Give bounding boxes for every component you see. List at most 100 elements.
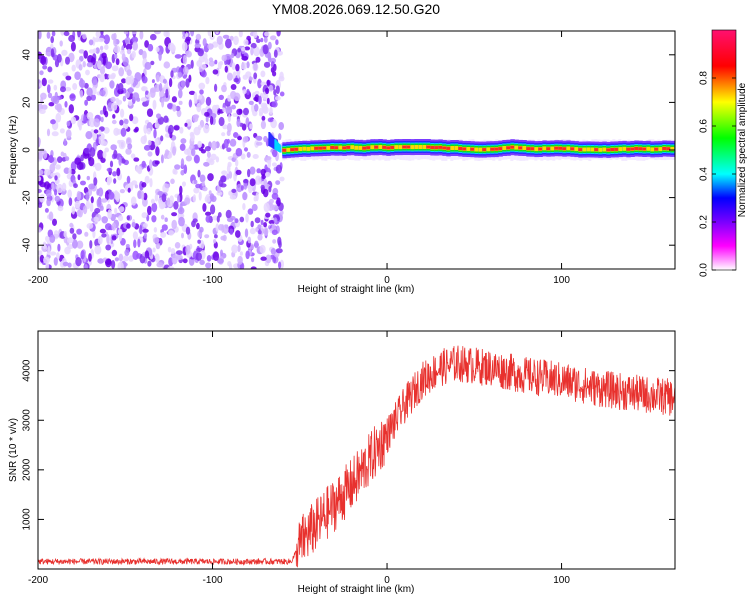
noise-cell <box>100 198 108 203</box>
noise-cell <box>38 151 44 160</box>
noise-cell <box>276 31 281 37</box>
noise-cell <box>56 103 62 113</box>
noise-cell <box>118 82 124 92</box>
snr-x-ticks: -200 -100 0 100 <box>28 331 570 586</box>
signal-peak-cell <box>558 146 563 150</box>
noise-cell <box>99 205 104 211</box>
noise-cell <box>195 252 202 261</box>
noise-cell <box>59 128 65 134</box>
signal-peak-cell <box>402 145 407 149</box>
snr-y-tick-label: 1000 <box>22 508 33 531</box>
noise-cell <box>205 215 212 223</box>
noise-cell <box>175 105 181 112</box>
snr-x-tick-label: -100 <box>203 575 223 586</box>
signal-band-cell <box>450 146 455 150</box>
signal-band-cell <box>650 147 655 152</box>
signal-peak-cell <box>446 146 451 150</box>
chart-title: YM08.2026.069.12.50.G20 <box>272 1 440 17</box>
noise-cell <box>179 143 186 151</box>
signal-band-cell <box>354 145 359 150</box>
noise-cell <box>205 96 212 106</box>
noise-cell <box>66 120 71 127</box>
noise-cell <box>140 97 148 102</box>
signal-band-cell <box>566 146 571 151</box>
noise-cell <box>261 173 266 180</box>
noise-cell <box>97 60 102 70</box>
noise-cell <box>121 78 127 84</box>
noise-cell <box>146 108 154 117</box>
noise-cell <box>118 156 122 166</box>
noise-cell <box>118 206 125 213</box>
noise-cell <box>142 228 149 233</box>
noise-cell <box>192 194 196 203</box>
noise-cell <box>51 31 56 37</box>
noise-cell <box>258 95 262 105</box>
noise-cell <box>220 175 227 183</box>
noise-cell <box>198 94 203 100</box>
noise-cell <box>208 57 214 62</box>
noise-cell <box>174 164 181 170</box>
noise-cell <box>229 195 237 200</box>
noise-cell <box>263 227 269 236</box>
noise-cell <box>80 180 86 186</box>
noise-cell <box>243 179 249 184</box>
noise-cell <box>86 223 94 229</box>
noise-cell <box>38 169 44 176</box>
noise-cell <box>63 230 68 238</box>
noise-cell <box>233 132 239 138</box>
noise-cell <box>253 72 258 80</box>
signal-peak-cell <box>482 148 487 152</box>
noise-cell <box>102 151 107 159</box>
signal-band-cell <box>370 145 375 150</box>
noise-cell <box>99 73 105 83</box>
noise-cell <box>71 64 76 72</box>
noise-cell <box>50 119 56 125</box>
colorbar-tick-label: 0.0 <box>699 263 710 277</box>
noise-cell <box>209 116 214 125</box>
noise-cell <box>104 44 109 50</box>
noise-cell <box>243 107 249 116</box>
noise-cell <box>78 79 86 88</box>
noise-cell <box>209 193 215 202</box>
snr-panel: -200 -100 0 100 1000 2000 3000 4000 Height of … <box>8 330 676 595</box>
signal-band-cell <box>502 146 507 150</box>
noise-cell <box>161 193 167 203</box>
noise-cell <box>182 181 186 187</box>
noise-cell <box>218 116 225 127</box>
noise-cell <box>161 97 165 108</box>
noise-cell <box>65 75 72 81</box>
noise-cell <box>52 218 57 226</box>
noise-cell <box>73 183 78 189</box>
signal-band-cell <box>602 147 607 152</box>
noise-cell <box>117 139 122 144</box>
noise-cell <box>47 84 51 94</box>
noise-cell <box>67 189 72 199</box>
noise-cell <box>153 128 157 139</box>
noise-cell <box>158 51 162 62</box>
noise-cell <box>165 88 169 99</box>
noise-cell <box>131 116 139 125</box>
noise-cell <box>98 129 102 135</box>
noise-cell <box>173 200 179 210</box>
noise-cell <box>237 136 243 141</box>
snr-series-line <box>38 345 675 568</box>
noise-cell <box>190 133 195 142</box>
noise-cell <box>272 70 277 77</box>
noise-cell <box>104 147 109 153</box>
noise-cell <box>260 256 267 261</box>
noise-cell <box>113 178 117 184</box>
noise-cell <box>188 90 196 95</box>
noise-cell <box>232 112 238 117</box>
noise-cell <box>180 169 185 176</box>
noise-cell <box>193 91 198 102</box>
noise-cell <box>104 110 109 118</box>
noise-cell <box>211 140 217 151</box>
noise-cell <box>83 114 87 124</box>
noise-cell <box>65 56 70 65</box>
noise-cell <box>248 76 254 81</box>
signal-band-cell <box>618 147 623 152</box>
noise-cell <box>273 217 278 224</box>
noise-cell <box>163 31 168 37</box>
noise-cell <box>214 83 218 92</box>
noise-cell <box>154 193 159 202</box>
